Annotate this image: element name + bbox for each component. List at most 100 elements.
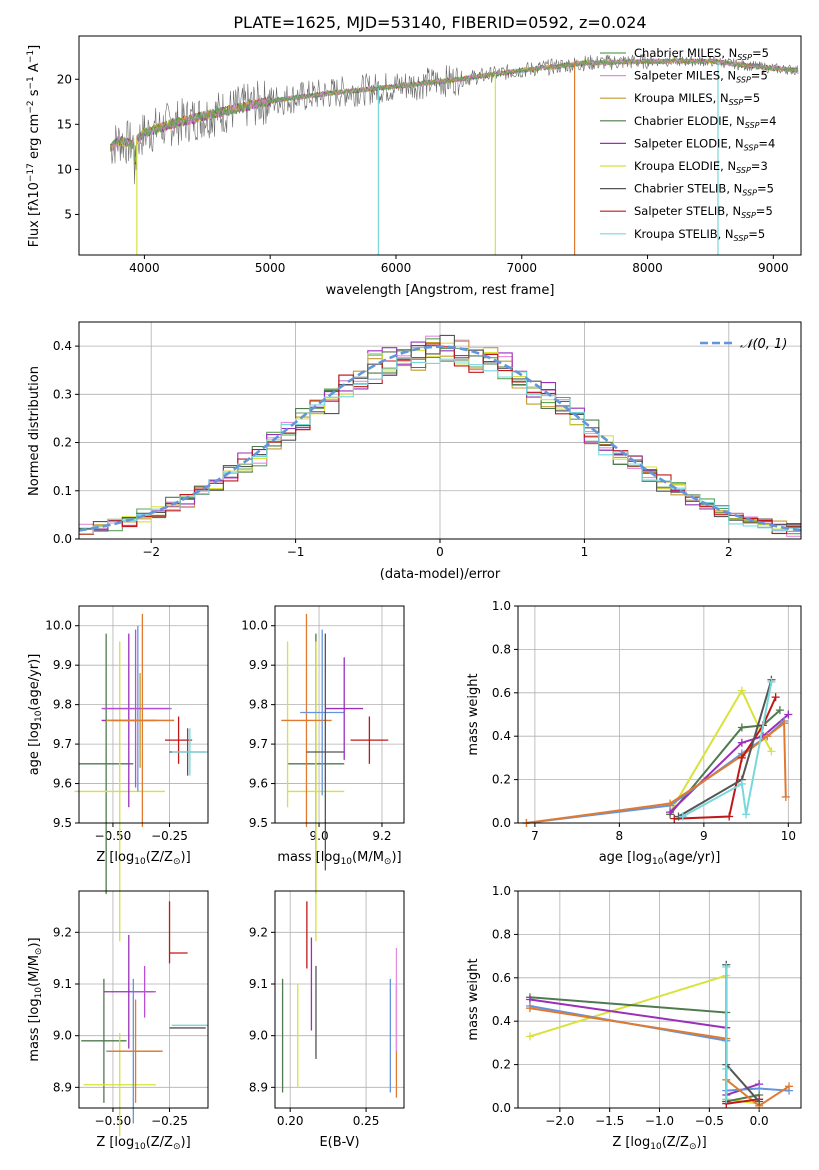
mass-vs-Z-ylabel: mass [log10(M/M⊙)] — [27, 937, 44, 1061]
mass-weight-marker — [767, 747, 776, 756]
y-tick-label: 9.9 — [53, 658, 72, 672]
label-part: 10 — [34, 987, 44, 999]
residuals-panel: −2 −1 0 1 2 0.0 0.1 0.2 0.3 0.4 𝒩(0, 1) (data-model… — [27, 321, 802, 582]
label-part: ⊙ — [173, 857, 181, 867]
mass-weight-line — [725, 964, 760, 1103]
errorbar-point — [287, 641, 345, 942]
errorbar-point — [108, 999, 163, 1103]
errorbar-point — [101, 629, 170, 788]
label-part: 10 — [27, 182, 42, 199]
legend-entry: Salpeter MILES, NSSP=5 — [634, 69, 768, 85]
mass-weight-marker — [784, 710, 793, 719]
y-tick-label: 1.0 — [492, 599, 511, 613]
mass-weight-marker — [771, 693, 780, 702]
age-vs-Z-xlabel: Z [log10(Z/Z⊙)] — [96, 850, 190, 867]
axes-frame — [78, 890, 209, 1109]
label-part: 10 — [341, 857, 353, 867]
age-vs-Z-ylabel: age [log10(age/yr)] — [27, 654, 44, 776]
label-part: 10 — [134, 857, 146, 867]
x-tick-label: 7 — [531, 829, 539, 843]
label-part: ] — [27, 45, 42, 50]
massweight-vs-Z-xlabel: Z [log10(Z/Z⊙)] — [612, 1135, 706, 1152]
y-tick-label: 0.6 — [492, 686, 511, 700]
errorbar-point — [79, 633, 134, 895]
y-tick-label: 9.2 — [249, 925, 268, 939]
legend-entry: Kroupa ELODIE, NSSP=3 — [634, 159, 768, 175]
label-part: −2 — [26, 100, 36, 113]
errorbar-point — [110, 613, 175, 827]
age-vs-mass-panel: 9.0 9.2 9.5 9.6 9.7 9.8 9.9 10.0 mass [log10(M/M… — [241, 605, 405, 942]
y-tick-label: 0.4 — [492, 1014, 511, 1028]
label-part: )] — [181, 1135, 191, 1150]
massweight-vs-age-ylabel: mass weight — [466, 673, 481, 755]
y-tick-label: 0.8 — [492, 642, 511, 656]
axes-frame — [78, 605, 209, 824]
x-tick-label: −0.25 — [151, 1114, 188, 1128]
x-tick-label: 9.2 — [372, 829, 391, 843]
axes-frame — [78, 35, 802, 256]
mass-weight-marker — [780, 719, 789, 728]
label-part: (M/M — [352, 850, 384, 865]
y-tick-label: 9.2 — [53, 925, 72, 939]
x-tick-label: −2 — [142, 545, 160, 559]
y-tick-label: 9.1 — [53, 977, 72, 991]
massweight-vs-Z-plot-area — [525, 960, 794, 1110]
mass-weight-line — [669, 688, 773, 813]
age-vs-mass-xlabel: mass [log10(M/M⊙)] — [277, 850, 401, 867]
label-part: A — [27, 63, 42, 76]
legend-entry: Salpeter STELIB, NSSP=5 — [634, 204, 773, 220]
massweight-vs-age-plot-area — [522, 675, 793, 827]
age-vs-Z-plot-area — [74, 613, 208, 942]
axes-frame — [274, 890, 405, 1109]
y-tick-label: 20 — [57, 72, 72, 86]
errorbar-point — [325, 657, 364, 760]
x-tick-label: −0.5 — [695, 1114, 724, 1128]
x-tick-label: 9000 — [758, 261, 789, 275]
mass-weight-marker — [525, 1004, 534, 1013]
label-part: (Z/Z — [146, 850, 173, 865]
label-part: )] — [391, 850, 401, 865]
legend-entry: Chabrier MILES, NSSP=5 — [634, 46, 769, 62]
mass-weight-marker — [755, 1097, 764, 1106]
mass-weight-marker — [755, 1084, 764, 1093]
mass-weight-marker — [781, 792, 790, 801]
mass-weight-marker — [775, 706, 784, 715]
y-tick-label: 15 — [57, 117, 72, 131]
y-tick-label: 9.8 — [249, 698, 268, 712]
errorbar-point — [133, 965, 156, 1018]
x-tick-label: 0 — [436, 545, 444, 559]
label-part: )] — [27, 937, 42, 947]
label-part: 10 — [652, 857, 664, 867]
massweight-vs-Z-panel: −2.0 −1.5 −1.0 −0.5 0.0 0.0 0.2 0.4 0.6 0.8 1.0 Z [… — [466, 884, 802, 1152]
spectrum-title: PLATE=1625, MJD=53140, FIBERID=0592, z=0… — [233, 13, 646, 32]
legend-entry: Chabrier ELODIE, NSSP=4 — [634, 114, 776, 130]
axes-frame — [517, 890, 802, 1109]
label-part: ⊙ — [689, 1142, 697, 1152]
x-tick-label: 0.25 — [353, 1114, 380, 1128]
mass-weight-marker — [742, 810, 751, 819]
label-part: Flux [f — [27, 206, 42, 247]
axes-frame — [78, 321, 802, 540]
x-tick-label: 10 — [781, 829, 796, 843]
y-tick-label: 0.4 — [53, 339, 72, 353]
mass-weight-line — [526, 721, 787, 824]
mass-weight-marker — [785, 1082, 794, 1091]
x-tick-label: −0.50 — [95, 1114, 132, 1128]
mass-weight-marker — [725, 812, 734, 821]
x-tick-label: 1 — [581, 545, 589, 559]
mass-weight-marker — [737, 779, 746, 788]
label-part: age [log — [599, 850, 652, 865]
label-part: λ — [27, 198, 42, 206]
errorbar-point — [281, 613, 332, 827]
x-tick-label: 6000 — [381, 261, 412, 275]
y-tick-label: 10.0 — [45, 619, 72, 633]
mass-vs-Z-xlabel: Z [log10(Z/Z⊙)] — [96, 1135, 190, 1152]
y-tick-label: 9.7 — [53, 737, 72, 751]
x-tick-label: 7000 — [506, 261, 537, 275]
x-tick-label: 9 — [700, 829, 708, 843]
y-tick-label: 10.0 — [241, 619, 268, 633]
y-tick-label: 0.1 — [53, 484, 72, 498]
y-tick-label: 8.9 — [249, 1080, 268, 1094]
